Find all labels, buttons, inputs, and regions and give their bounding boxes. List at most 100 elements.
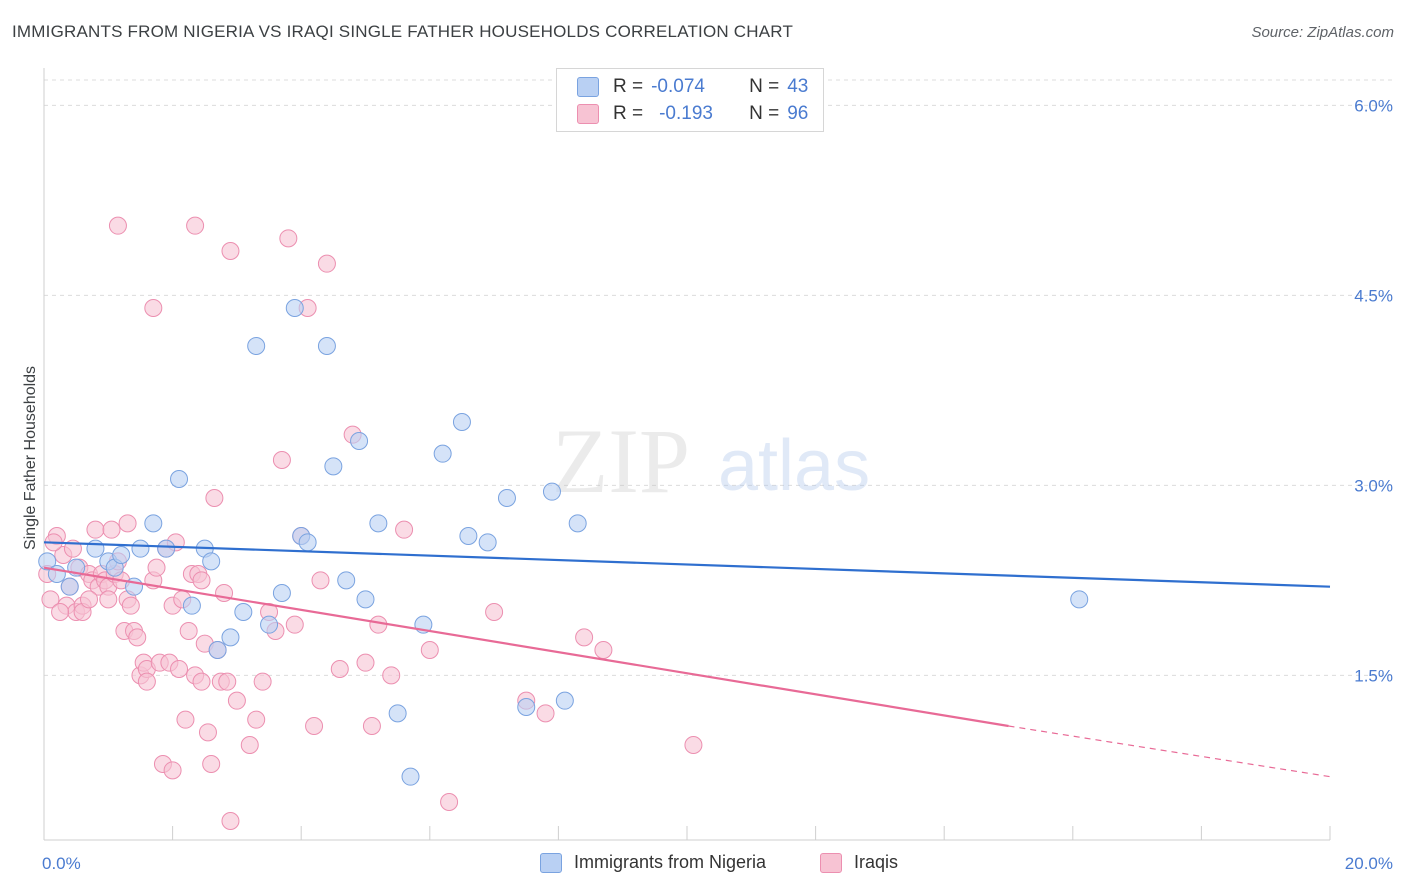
- iraqis-point: [247, 710, 266, 729]
- iraqis-point: [253, 672, 272, 691]
- y-tick-label: 3.0%: [1354, 476, 1393, 495]
- grid-lines: [44, 79, 1392, 676]
- nigeria-point: [568, 514, 587, 533]
- nigeria-point: [401, 767, 420, 786]
- iraqis-point: [170, 660, 189, 678]
- iraqis-point: [305, 717, 324, 735]
- iraqis-point: [684, 736, 703, 754]
- nigeria-point: [131, 539, 150, 558]
- legend-r-label: R =: [613, 103, 644, 124]
- iraqis-point: [317, 254, 336, 273]
- iraqis-point: [192, 571, 211, 590]
- iraqis-point: [369, 615, 388, 634]
- iraqis-point: [137, 672, 156, 691]
- iraqis-point: [362, 717, 381, 735]
- nigeria-point: [337, 571, 356, 590]
- axes: [43, 68, 1331, 841]
- nigeria-point: [221, 628, 240, 647]
- nigeria-point: [388, 704, 407, 723]
- iraqis-point: [330, 660, 349, 678]
- iraqis-point: [395, 520, 414, 539]
- iraqis-point: [311, 571, 330, 590]
- nigeria-point: [272, 584, 291, 602]
- iraqis-point: [128, 628, 147, 647]
- iraqis-point: [198, 723, 217, 742]
- legend: R = -0.074 N = 43 R = -0.193 N = 96: [556, 68, 824, 132]
- iraqis-point: [147, 558, 166, 577]
- legend-n-label: N =: [749, 76, 780, 97]
- iraqis-point: [186, 216, 205, 235]
- iraqis-point: [205, 489, 224, 507]
- iraqis-point: [118, 514, 137, 533]
- iraqis-point: [51, 603, 70, 621]
- iraqis-point: [382, 666, 401, 685]
- legend-swatch-blue: [577, 77, 599, 97]
- iraqis-point: [121, 596, 140, 615]
- bottom-legend-label-iraqis: Iraqis: [854, 852, 899, 872]
- legend-n-label: N =: [749, 103, 780, 124]
- x-tick-label: 20.0%: [1345, 854, 1393, 873]
- iraqis-point: [192, 672, 211, 691]
- iraqis-point: [536, 704, 555, 723]
- nigeria-point: [433, 444, 452, 463]
- iraqis-point: [485, 603, 504, 621]
- legend-row-iraqis: R = -0.193 N = 96: [577, 101, 808, 127]
- bottom-legend-iraqis: Iraqis: [820, 852, 898, 873]
- bottom-legend-label-nigeria: Immigrants from Nigeria: [574, 852, 767, 872]
- nigeria-point: [112, 546, 131, 564]
- iraqis-point: [240, 736, 259, 754]
- watermark: ZIP atlas: [552, 410, 870, 512]
- nigeria-point: [452, 413, 471, 431]
- legend-n-value: 96: [787, 103, 809, 124]
- nigeria-point: [144, 514, 163, 533]
- nigeria-point: [459, 527, 478, 545]
- nigeria-trend-line: [43, 541, 1331, 588]
- nigeria-point: [234, 603, 253, 621]
- nigeria-point: [60, 577, 79, 596]
- iraqis-point: [221, 812, 240, 830]
- nigeria-point: [298, 533, 317, 552]
- nigeria-point: [182, 596, 201, 615]
- nigeria-point: [497, 489, 516, 507]
- y-tick-label: 1.5%: [1354, 666, 1393, 685]
- nigeria-point: [478, 533, 497, 552]
- nigeria-point: [202, 552, 221, 571]
- nigeria-point: [247, 337, 266, 355]
- nigeria-point: [208, 641, 227, 659]
- bottom-legend-swatch-pink: [820, 852, 842, 873]
- legend-r-value: -0.074: [651, 76, 705, 97]
- source-label: Source: ZipAtlas.com: [1251, 24, 1394, 41]
- nigeria-point: [356, 590, 375, 609]
- y-tick-label: 4.5%: [1354, 286, 1393, 305]
- iraqis-trend-extension: [1008, 725, 1331, 778]
- iraqis-point: [41, 590, 60, 609]
- iraqis-point: [144, 299, 163, 317]
- iraqis-point: [80, 590, 99, 609]
- nigeria-point: [369, 514, 388, 533]
- nigeria-point: [170, 470, 189, 488]
- iraqis-point: [176, 710, 195, 729]
- nigeria-point: [324, 457, 343, 476]
- iraqis-point: [285, 615, 304, 634]
- iraqis-point: [221, 242, 240, 260]
- nigeria-point: [38, 552, 57, 571]
- chart-title: IMMIGRANTS FROM NIGERIA VS IRAQI SINGLE …: [12, 22, 794, 41]
- iraqis-point: [594, 641, 613, 659]
- iraqis-trend-line: [43, 566, 1009, 728]
- iraqis-point: [440, 793, 459, 811]
- iraqis-point: [272, 451, 291, 469]
- y-axis-label: Single Father Households: [22, 366, 39, 550]
- legend-row-nigeria: R = -0.074 N = 43: [577, 74, 808, 100]
- trend-lines: [43, 541, 1331, 778]
- x-tick-label: 0.0%: [42, 854, 81, 873]
- iraqis-point: [279, 229, 298, 248]
- watermark-zip: ZIP: [552, 410, 690, 512]
- iraqis-point: [202, 755, 221, 773]
- nigeria-point: [1070, 590, 1089, 609]
- nigeria-point: [317, 337, 336, 355]
- legend-swatch-pink: [577, 104, 599, 124]
- iraqis-point: [102, 520, 121, 539]
- nigeria-point: [517, 698, 536, 716]
- nigeria-point: [542, 482, 561, 501]
